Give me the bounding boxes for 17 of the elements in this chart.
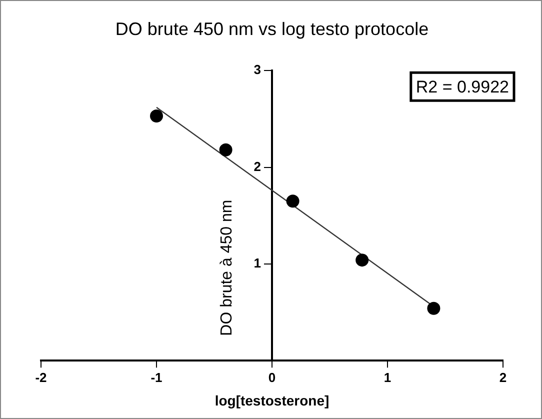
y-tick-label: 2 — [254, 158, 261, 174]
point — [286, 194, 300, 208]
point — [150, 110, 163, 123]
point — [356, 254, 369, 267]
x-tick-label: 1 — [384, 370, 392, 385]
x-tick-label: 0 — [268, 370, 276, 385]
y-tick-label: 3 — [254, 62, 261, 78]
point — [427, 302, 440, 315]
y-tick-label: 1 — [254, 256, 261, 271]
point — [219, 143, 232, 156]
x-axis-title: log[testosterone] — [214, 392, 330, 408]
chart-title: DO brute 450 nm vs log testo protocole — [115, 18, 429, 39]
x-tick-label: -2 — [35, 370, 47, 385]
y-axis-title: DO brute à 450 nm — [218, 200, 236, 336]
x-tick-label: 2 — [499, 370, 507, 385]
x-tick-label: -1 — [150, 370, 162, 385]
annotation: R2 = 0.9922 — [416, 77, 510, 96]
